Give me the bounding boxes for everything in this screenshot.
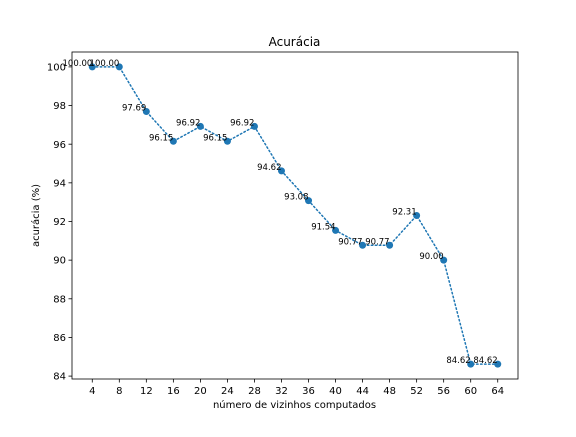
series-line — [91, 66, 499, 365]
data-point — [467, 360, 475, 368]
x-tick-label: 48 — [383, 386, 396, 397]
data-label: 100.00 — [90, 59, 120, 69]
y-tick-label: 90 — [53, 256, 66, 267]
x-tick-label: 20 — [194, 386, 207, 397]
data-point — [332, 226, 340, 234]
data-point — [250, 122, 258, 130]
data-point — [88, 63, 96, 71]
x-tick-label: 12 — [140, 386, 153, 397]
data-label: 96.92 — [230, 118, 254, 128]
data-point — [115, 63, 123, 71]
data-point — [440, 256, 448, 264]
x-tick-label: 24 — [221, 386, 234, 397]
y-tick-label: 94 — [53, 178, 66, 189]
data-point — [142, 108, 150, 116]
data-label: 91.54 — [311, 222, 335, 232]
data-point — [359, 241, 367, 249]
y-axis-label: acurácia (%) — [30, 184, 42, 247]
y-tick-label: 84 — [53, 372, 66, 383]
data-label: 96.92 — [176, 118, 200, 128]
data-point — [386, 241, 394, 249]
data-label: 97.69 — [122, 104, 146, 114]
data-point — [277, 167, 285, 175]
data-label: 96.15 — [203, 133, 227, 143]
x-tick-label: 4 — [89, 386, 95, 397]
data-point — [223, 137, 231, 145]
plot-area: 100.00100.0097.6996.1596.9296.1596.9294.… — [63, 59, 502, 368]
y-tick-label: 96 — [53, 140, 66, 151]
data-label: 100.00 — [63, 59, 93, 69]
y-axis-ticks: 84 86 88 90 92 94 96 98 100 — [47, 62, 72, 383]
data-label: 92.31 — [392, 208, 416, 218]
axes-frame — [71, 51, 519, 380]
y-tick-label: 98 — [53, 101, 66, 112]
x-tick-label: 36 — [302, 386, 315, 397]
x-tick-label: 8 — [116, 386, 122, 397]
data-label: 90.00 — [419, 252, 443, 262]
y-tick-label: 100 — [47, 62, 66, 73]
x-tick-label: 16 — [167, 386, 180, 397]
y-tick-label: 92 — [53, 217, 66, 228]
x-tick-label: 56 — [437, 386, 450, 397]
x-tick-label: 44 — [356, 386, 369, 397]
data-label: 90.77 — [338, 237, 362, 247]
x-tick-label: 28 — [248, 386, 261, 397]
data-point — [169, 137, 177, 145]
data-label: 96.15 — [149, 133, 173, 143]
data-point — [413, 212, 421, 219]
data-label: 84.62 — [446, 356, 470, 366]
x-tick-label: 52 — [410, 386, 423, 397]
x-tick-label: 32 — [275, 386, 288, 397]
data-point — [494, 360, 502, 368]
data-label: 84.62 — [473, 356, 497, 366]
y-tick-label: 88 — [53, 294, 66, 305]
data-label: 93.08 — [284, 193, 308, 203]
chart-title: Acurácia — [269, 35, 321, 49]
x-tick-label: 64 — [491, 386, 504, 397]
data-point — [196, 122, 204, 130]
x-tick-label: 60 — [464, 386, 477, 397]
y-tick-label: 86 — [53, 333, 66, 344]
x-axis-label: número de vizinhos computados — [213, 399, 376, 411]
x-axis-ticks: 4 8 12 16 20 24 28 32 36 40 44 48 52 56 60 64 — [89, 379, 504, 397]
data-point — [305, 197, 313, 205]
data-label: 94.62 — [257, 163, 281, 173]
x-tick-label: 40 — [329, 386, 342, 397]
data-label: 90.77 — [365, 237, 389, 247]
